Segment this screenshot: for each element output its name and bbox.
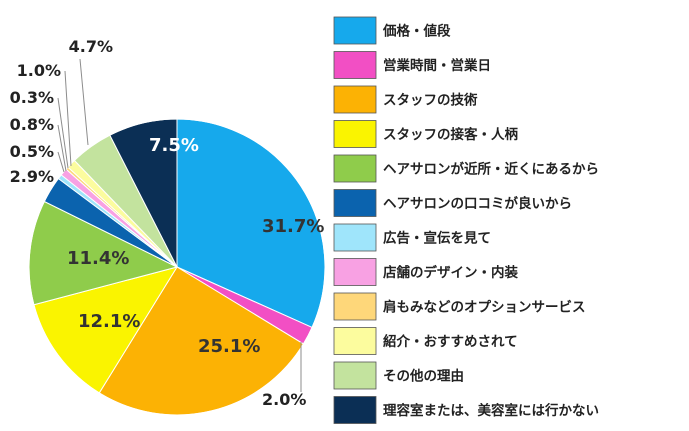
pie-outline [28,118,326,416]
legend-label-11: その他の理由 [383,368,464,385]
slice-9-leader-line [57,97,69,169]
slice-11-leader-line [79,58,89,146]
legend-label-9: 肩もみなどのオプションサービス [383,299,586,316]
legend-label-7: 広告・宣伝を見て [383,230,491,247]
legend-item-5: ヘアサロンが近所・近くにあるから [333,154,599,183]
legend-item-10: 紹介・おすすめされて [333,327,518,355]
legend-swatch-3 [333,85,377,114]
legend-swatch-5 [333,154,377,183]
legend-swatch-8 [333,258,377,286]
legend-item-7: 広告・宣伝を見て [333,223,491,252]
slice-10-leader-line [64,70,72,167]
legend-label-4: スタッフの接客・人柄 [383,126,518,143]
legend-label-2: 営業時間・営業日 [383,57,491,74]
slice-11-value-label: 4.7% [69,37,113,56]
legend-label-6: ヘアサロンの口コミが良いから [383,195,572,212]
legend-label-10: 紹介・おすすめされて [383,333,518,350]
legend-swatch-10 [333,327,377,355]
legend-item-1: 価格・値段 [333,16,451,45]
slice-8-leader-line [57,124,67,172]
legend-item-8: 店舗のデザイン・内装 [333,258,518,286]
legend-item-4: スタッフの接客・人柄 [333,120,518,148]
slice-7-value-label: 0.5% [10,142,54,161]
legend-swatch-11 [333,361,377,390]
legend-label-5: ヘアサロンが近所・近くにあるから [383,161,599,178]
legend-label-8: 店舗のデザイン・内装 [383,264,518,281]
pie-slices [28,118,326,416]
legend-item-2: 営業時間・営業日 [333,51,491,79]
slice-1-value-label: 31.7% [262,216,324,237]
legend-swatch-6 [333,189,377,217]
legend-label-3: スタッフの技術 [383,92,478,109]
legend-label-1: 価格・値段 [382,23,451,40]
legend-swatch-4 [333,120,377,148]
legend-item-11: その他の理由 [333,361,464,390]
legend-swatch-1 [333,16,377,45]
slice-3-value-label: 25.1% [198,336,260,357]
slice-5-value-label: 11.4% [67,248,129,269]
leader-lines [57,58,302,392]
slice-8-value-label: 0.8% [10,115,54,134]
legend-item-12: 理容室または、美容室には行かない [333,396,599,424]
legend-item-9: 肩もみなどのオプションサービス [333,292,586,321]
slice-6-value-label: 2.9% [10,167,54,186]
legend: 価格・値段営業時間・営業日スタッフの技術スタッフの接客・人柄ヘアサロンが近所・近… [333,16,599,424]
slice-7-leader-line [57,151,65,173]
legend-swatch-7 [333,223,377,252]
legend-label-12: 理容室または、美容室には行かない [383,402,599,419]
slice-4-value-label: 12.1% [78,311,140,332]
legend-item-6: ヘアサロンの口コミが良いから [333,189,572,217]
legend-swatch-9 [333,292,377,321]
slice-9-value-label: 0.3% [10,88,54,107]
slice-labels: 31.7% 2.0% 25.1% 12.1% 11.4% 2.9% 0.5% 0.8% 0.3%… [10,37,325,409]
legend-swatch-2 [333,51,377,79]
slice-2-value-label: 2.0% [262,390,306,409]
slice-10-value-label: 1.0% [17,61,61,80]
legend-swatch-12 [333,396,377,424]
slice-12-value-label: 7.5% [149,135,199,156]
legend-item-3: スタッフの技術 [333,85,478,114]
